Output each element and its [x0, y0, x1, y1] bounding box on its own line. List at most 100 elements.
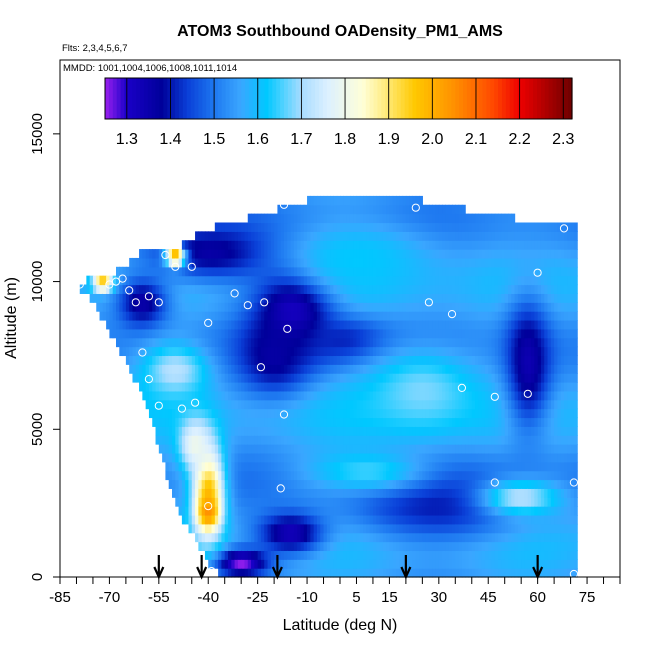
heatmap-cell [260, 497, 265, 507]
heatmap-cell [346, 532, 351, 543]
heatmap-cell [326, 213, 331, 224]
heatmap-cell [293, 266, 298, 277]
heatmap-cell [419, 479, 423, 489]
heatmap-cell [458, 346, 463, 357]
heatmap-cell [264, 444, 269, 454]
heatmap-cell [458, 479, 463, 489]
heatmap-cell [428, 435, 433, 445]
heatmap-cell [221, 488, 226, 498]
heatmap-cell [300, 479, 305, 489]
heatmap-cell [267, 293, 272, 303]
heatmap-cell [359, 328, 364, 339]
heatmap-cell [241, 257, 246, 268]
heatmap-cell [172, 444, 176, 454]
heatmap-cell [228, 293, 232, 303]
heatmap-cell [448, 302, 453, 312]
heatmap-cell [241, 399, 246, 410]
heatmap-cell [366, 284, 371, 294]
heatmap-cell [409, 257, 414, 268]
heatmap-cell [435, 213, 440, 224]
heatmap-cell [531, 275, 535, 286]
heatmap-cell [191, 426, 196, 436]
heatmap-cell [504, 550, 509, 560]
heatmap-cell [260, 213, 265, 224]
heatmap-cell [405, 382, 410, 392]
heatmap-cell [155, 364, 160, 374]
heatmap-cell [508, 532, 512, 543]
heatmap-cell [356, 479, 361, 489]
heatmap-cell [445, 204, 450, 215]
heatmap-cell [284, 399, 288, 410]
heatmap-cell [349, 293, 354, 303]
heatmap-cell [277, 435, 282, 445]
heatmap-cell [415, 293, 420, 303]
heatmap-cell [402, 222, 407, 232]
heatmap-cell [478, 302, 483, 312]
heatmap-cell [438, 532, 443, 543]
heatmap-cell [280, 417, 285, 427]
heatmap-cell [264, 311, 269, 321]
heatmap-cell [185, 311, 190, 321]
heatmap-cell [293, 408, 298, 419]
heatmap-cell [145, 364, 150, 374]
heatmap-cell [326, 488, 331, 498]
heatmap-cell [343, 275, 348, 286]
heatmap-cell [218, 514, 223, 525]
heatmap-cell [458, 337, 463, 348]
heatmap-cell [297, 311, 302, 321]
heatmap-cell [353, 284, 358, 294]
heatmap-cell [284, 355, 288, 365]
heatmap-cell [349, 311, 354, 321]
heatmap-cell [218, 355, 223, 365]
heatmap-cell [228, 399, 232, 410]
heatmap-cell [148, 364, 153, 374]
heatmap-cell [201, 266, 206, 277]
heatmap-cell [181, 302, 186, 312]
heatmap-cell [491, 514, 496, 525]
heatmap-cell [343, 408, 348, 419]
heatmap-cell [521, 532, 526, 543]
heatmap-cell [402, 293, 407, 303]
heatmap-cell [452, 249, 456, 259]
heatmap-cell [468, 541, 473, 552]
heatmap-cell [297, 550, 302, 560]
heatmap-cell [471, 461, 476, 472]
heatmap-cell [267, 452, 272, 463]
heatmap-cell [422, 382, 427, 392]
heatmap-cell [297, 337, 302, 348]
heatmap-cell [280, 213, 285, 224]
heatmap-cell [234, 364, 239, 374]
heatmap-cell [300, 470, 305, 481]
heatmap-cell [498, 506, 503, 516]
heatmap-cell [307, 257, 311, 268]
heatmap-cell [340, 408, 344, 419]
heatmap-cell [399, 249, 404, 259]
heatmap-cell [142, 355, 147, 365]
heatmap-cell [260, 461, 265, 472]
heatmap-cell [303, 479, 308, 489]
heatmap-cell [132, 364, 137, 374]
heatmap-cell [198, 399, 203, 410]
heatmap-cell [534, 302, 539, 312]
heatmap-cell [330, 311, 335, 321]
heatmap-cell [392, 195, 397, 206]
heatmap-cell [310, 346, 315, 357]
heatmap-cell [531, 426, 535, 436]
heatmap-cell [346, 364, 351, 374]
heatmap-cell [481, 479, 486, 489]
heatmap-cell [372, 541, 377, 552]
heatmap-cell [521, 373, 526, 383]
heatmap-cell [428, 559, 433, 569]
heatmap-cell [270, 435, 275, 445]
heatmap-cell [241, 550, 246, 560]
heatmap-cell [168, 319, 173, 330]
heatmap-cell [326, 355, 331, 365]
heatmap-cell [432, 382, 437, 392]
heatmap-cell [320, 497, 325, 507]
heatmap-cell [168, 275, 173, 286]
heatmap-cell [531, 240, 535, 250]
heatmap-cell [129, 364, 134, 374]
heatmap-cell [340, 452, 344, 463]
heatmap-cell [366, 568, 371, 578]
heatmap-cell [372, 470, 377, 481]
